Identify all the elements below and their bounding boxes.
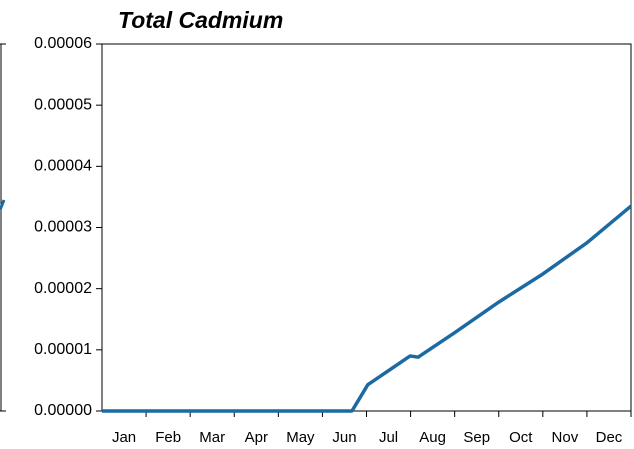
chart-title: Total Cadmium [118, 7, 283, 33]
y-tick-label: 0.00005 [34, 96, 92, 113]
plot-frame [101, 43, 632, 412]
x-tick-label: May [286, 429, 315, 446]
x-tick-label: Oct [509, 429, 533, 446]
x-tick-label: Feb [155, 429, 181, 446]
data-line [102, 204, 633, 413]
y-tick-label: 0.00002 [34, 280, 92, 297]
x-tick-label: Sep [463, 429, 490, 446]
y-tick-label: 0.00003 [34, 219, 92, 236]
x-tick-label: Dec [596, 429, 623, 446]
y-tick-label: 0.00004 [34, 158, 92, 175]
y-tick-label: 0.00001 [34, 341, 92, 358]
x-tick-label: Jul [379, 429, 398, 446]
x-tick-label: Apr [245, 429, 268, 446]
y-tick-label: 0.00006 [34, 35, 92, 52]
x-tick-label: Mar [199, 429, 225, 446]
x-tick-label: Jun [332, 429, 356, 446]
x-tick-label: Nov [552, 429, 579, 446]
x-tick-label: Jan [112, 429, 136, 446]
y-tick-label: 0.00000 [34, 402, 92, 419]
cropped-neighbor-edge [0, 43, 6, 412]
x-tick-label: Aug [419, 429, 446, 446]
